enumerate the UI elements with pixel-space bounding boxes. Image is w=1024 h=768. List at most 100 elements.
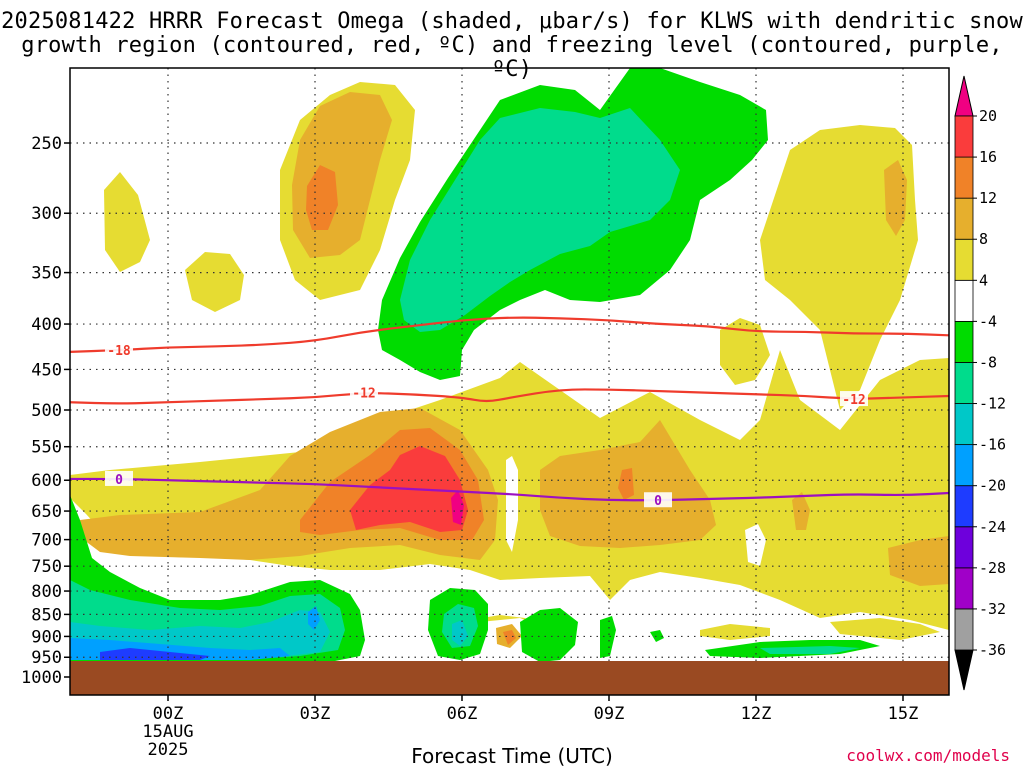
colorbar-swatch: [954, 115, 974, 158]
contour-line--18: [70, 316, 949, 354]
colorbar-swatch: [954, 362, 974, 404]
y-tick-label: 350: [31, 264, 62, 284]
y-tick-label: 950: [31, 648, 62, 668]
colorbar-tick-label: -24: [979, 518, 1006, 536]
omega-shading: [70, 68, 949, 662]
omega-region-pos-4: [760, 125, 918, 410]
contour-line-0: [70, 477, 949, 502]
contour-label: -12: [842, 393, 865, 408]
colorbar-tick-label: -12: [979, 395, 1006, 413]
y-tick-label: 900: [31, 627, 62, 647]
colorbar-swatch: [954, 279, 974, 322]
omega-region-neg-8: [400, 108, 680, 332]
contour-label-bg: [350, 384, 378, 400]
colorbar: -36 -32 -28 -24 -20 -16 -12 -8 -4 4 8 12 16 20: [954, 75, 1006, 691]
y-axis: 2503003504004505005506006507007508008509…: [21, 134, 70, 688]
colorbar-tick-label: 8: [979, 230, 988, 248]
colorbar-tick-label: 4: [979, 271, 988, 289]
omega-region-neg-4: [650, 630, 664, 642]
colorbar-swatch: [954, 608, 974, 651]
x-tick-label: 12Z: [741, 704, 772, 724]
y-tick-label: 250: [31, 134, 62, 154]
colorbar-swatch: [954, 156, 974, 199]
grid-lines: [70, 68, 949, 661]
contour-label-bg: [105, 342, 133, 358]
x-tick-label: 00Z: [153, 704, 184, 724]
credit-link[interactable]: coolwx.com/models: [846, 746, 1010, 765]
y-tick-label: 550: [31, 438, 62, 458]
colorbar-swatch: [954, 567, 974, 610]
omega-region-pos-8: [884, 160, 907, 236]
omega-region-pos-4: [104, 172, 150, 272]
colorbar-swatch: [954, 485, 974, 528]
x-tick-label: 06Z: [447, 704, 478, 724]
colorbar-tick-label: -32: [979, 600, 1006, 618]
colorbar-swatch: [954, 238, 974, 281]
x-tick-date-label: 2025: [148, 740, 189, 760]
omega-region-neg-16: [308, 606, 320, 630]
omega-region-neg-8: [760, 646, 860, 654]
contour-line--12: [70, 388, 949, 405]
omega-region-neg-4: [600, 616, 616, 658]
terrain-fill: [70, 661, 949, 695]
y-tick-label: 1000: [21, 668, 62, 688]
y-tick-label: 300: [31, 204, 62, 224]
chart-title-line-2: growth region (contoured, red, ºC) and f…: [21, 33, 1003, 82]
chart-title-line-1: 2025081422 HRRR Forecast Omega (shaded, …: [1, 9, 1023, 34]
y-tick-label: 850: [31, 605, 62, 625]
x-tick-label: 15Z: [888, 704, 919, 724]
colorbar-upper-extension: [954, 75, 974, 117]
contour-label: 0: [654, 494, 662, 509]
omega-region-pos-20: [451, 490, 464, 525]
colorbar-tick-label: -8: [979, 353, 997, 371]
colorbar-tick-label: 20: [979, 107, 997, 125]
colorbar-swatch: [954, 526, 974, 569]
colorbar-swatch: [954, 320, 974, 363]
colorbar-swatch: [954, 403, 974, 446]
x-tick-label: 03Z: [300, 704, 331, 724]
y-tick-label: 650: [31, 502, 62, 522]
y-tick-label: 700: [31, 531, 62, 551]
contour-label: -18: [107, 344, 131, 359]
y-tick-label: 450: [31, 360, 62, 380]
y-tick-label: 400: [31, 315, 62, 335]
contour-label-bg: [105, 470, 133, 486]
colorbar-tick-label: -4: [979, 312, 997, 330]
omega-region-pos-4: [185, 252, 244, 312]
x-tick-label: 09Z: [594, 704, 625, 724]
x-axis-label: Forecast Time (UTC): [411, 744, 613, 768]
omega-region-pos-4: [720, 318, 770, 385]
omega-region-pos-4: [700, 624, 770, 640]
omega-region-pos-12: [618, 468, 634, 500]
y-tick-label: 750: [31, 557, 62, 577]
omega-region-pos-8: [888, 536, 949, 586]
omega-region-neutral: [506, 456, 518, 552]
colorbar-swatch: [954, 444, 974, 487]
colorbar-tick-label: 16: [979, 148, 997, 166]
y-tick-label: 600: [31, 471, 62, 491]
omega-region-pos-4: [830, 618, 940, 640]
colorbar-swatch: [954, 197, 974, 240]
y-tick-label: 800: [31, 582, 62, 602]
y-tick-label: 500: [31, 401, 62, 421]
colorbar-tick-label: 12: [979, 189, 997, 207]
plot-frame: [69, 67, 950, 696]
omega-region-neg-12: [452, 620, 468, 646]
omega-region-pos-8: [792, 492, 810, 530]
contour-label-bg: [840, 391, 868, 407]
colorbar-tick-label: -28: [979, 559, 1006, 577]
omega-region-neg-4: [520, 608, 578, 662]
omega-region-pos-12: [503, 630, 516, 645]
colorbar-tick-label: -36: [979, 641, 1006, 659]
omega-region-neutral: [745, 524, 766, 566]
x-tick-date-label: 15AUG: [142, 722, 193, 742]
omega-region-neg-20: [100, 648, 210, 660]
contour-label: -12: [352, 387, 375, 402]
contour-label-bg: [644, 492, 672, 508]
colorbar-tick-label: -16: [979, 436, 1006, 454]
colorbar-lower-extension: [954, 649, 974, 691]
contour-lines: -18 -12 -12 0 0: [70, 316, 949, 509]
contour-label: 0: [115, 473, 123, 488]
